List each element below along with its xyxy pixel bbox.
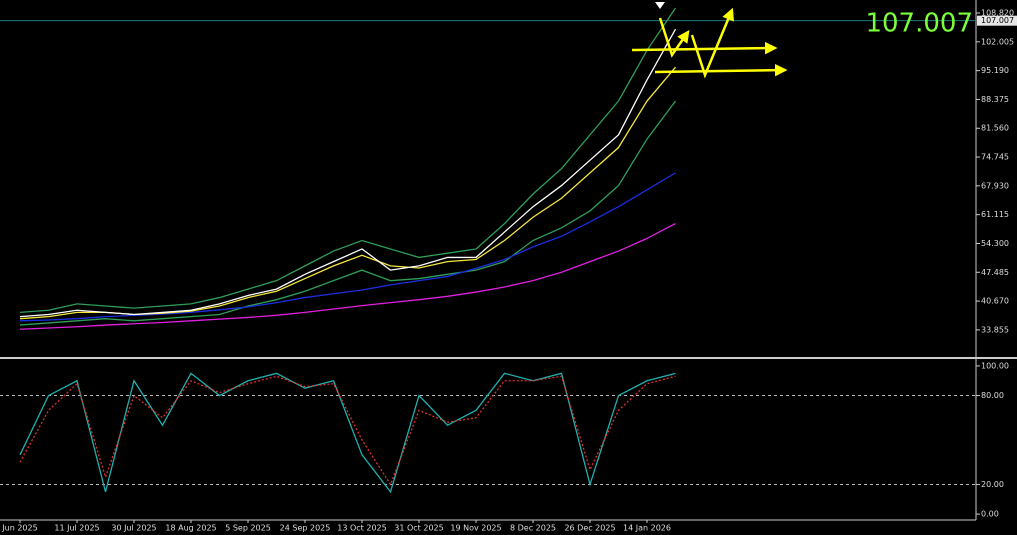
marker [655, 2, 665, 9]
y-tick-label: 102.005 [981, 37, 1014, 46]
series-line [19, 7, 677, 314]
y-tick-label: 74.745 [981, 153, 1009, 162]
x-tick-label: 26 Dec 2025 [564, 524, 615, 533]
y-tick-label: 88.375 [981, 95, 1009, 104]
x-tick-label: 14 Jan 2026 [623, 524, 671, 533]
series-line [19, 100, 677, 326]
y-tick-label: 47.485 [981, 268, 1009, 277]
y-tick-label: 33.855 [981, 325, 1009, 334]
x-tick-label: 18 Aug 2025 [165, 524, 216, 533]
drawn-arrows [631, 7, 788, 79]
y-tick-label: 54.300 [981, 239, 1009, 248]
series-line [19, 375, 676, 486]
x-tick-label: 13 Oct 2025 [337, 524, 386, 533]
x-tick-label: 11 Jul 2025 [54, 524, 99, 533]
x-tick-label: 19 Nov 2025 [450, 524, 501, 533]
y-tick-label: 61.115 [981, 210, 1009, 219]
x-tick-label: 5 Sep 2025 [225, 524, 271, 533]
y-tick-label: 20.00 [981, 480, 1004, 489]
x-tick-label: 30 Jul 2025 [111, 524, 156, 533]
x-tick-label: Jun 2025 [1, 524, 37, 533]
y-tick-label: 81.560 [981, 124, 1009, 133]
y-tick-label: 80.00 [981, 391, 1004, 400]
y-tick-label: 40.670 [981, 297, 1009, 306]
series-line [19, 172, 676, 322]
series-line [19, 223, 676, 330]
x-tick-label: 31 Oct 2025 [394, 524, 443, 533]
price-display: 107.007 [865, 9, 973, 39]
y-tick-label: 67.930 [981, 181, 1009, 190]
series-line [19, 28, 677, 318]
x-tick-label: 8 Dec 2025 [510, 524, 556, 533]
y-tick-label: 95.190 [981, 66, 1009, 75]
price-box-label: 107.007 [981, 16, 1014, 25]
y-tick-label: 100.00 [981, 361, 1009, 370]
price-box [977, 15, 1017, 26]
y-tick-label: 108.820 [981, 9, 1014, 18]
x-tick-label: 24 Sep 2025 [280, 524, 331, 533]
y-tick-label: 0.00 [981, 510, 999, 519]
